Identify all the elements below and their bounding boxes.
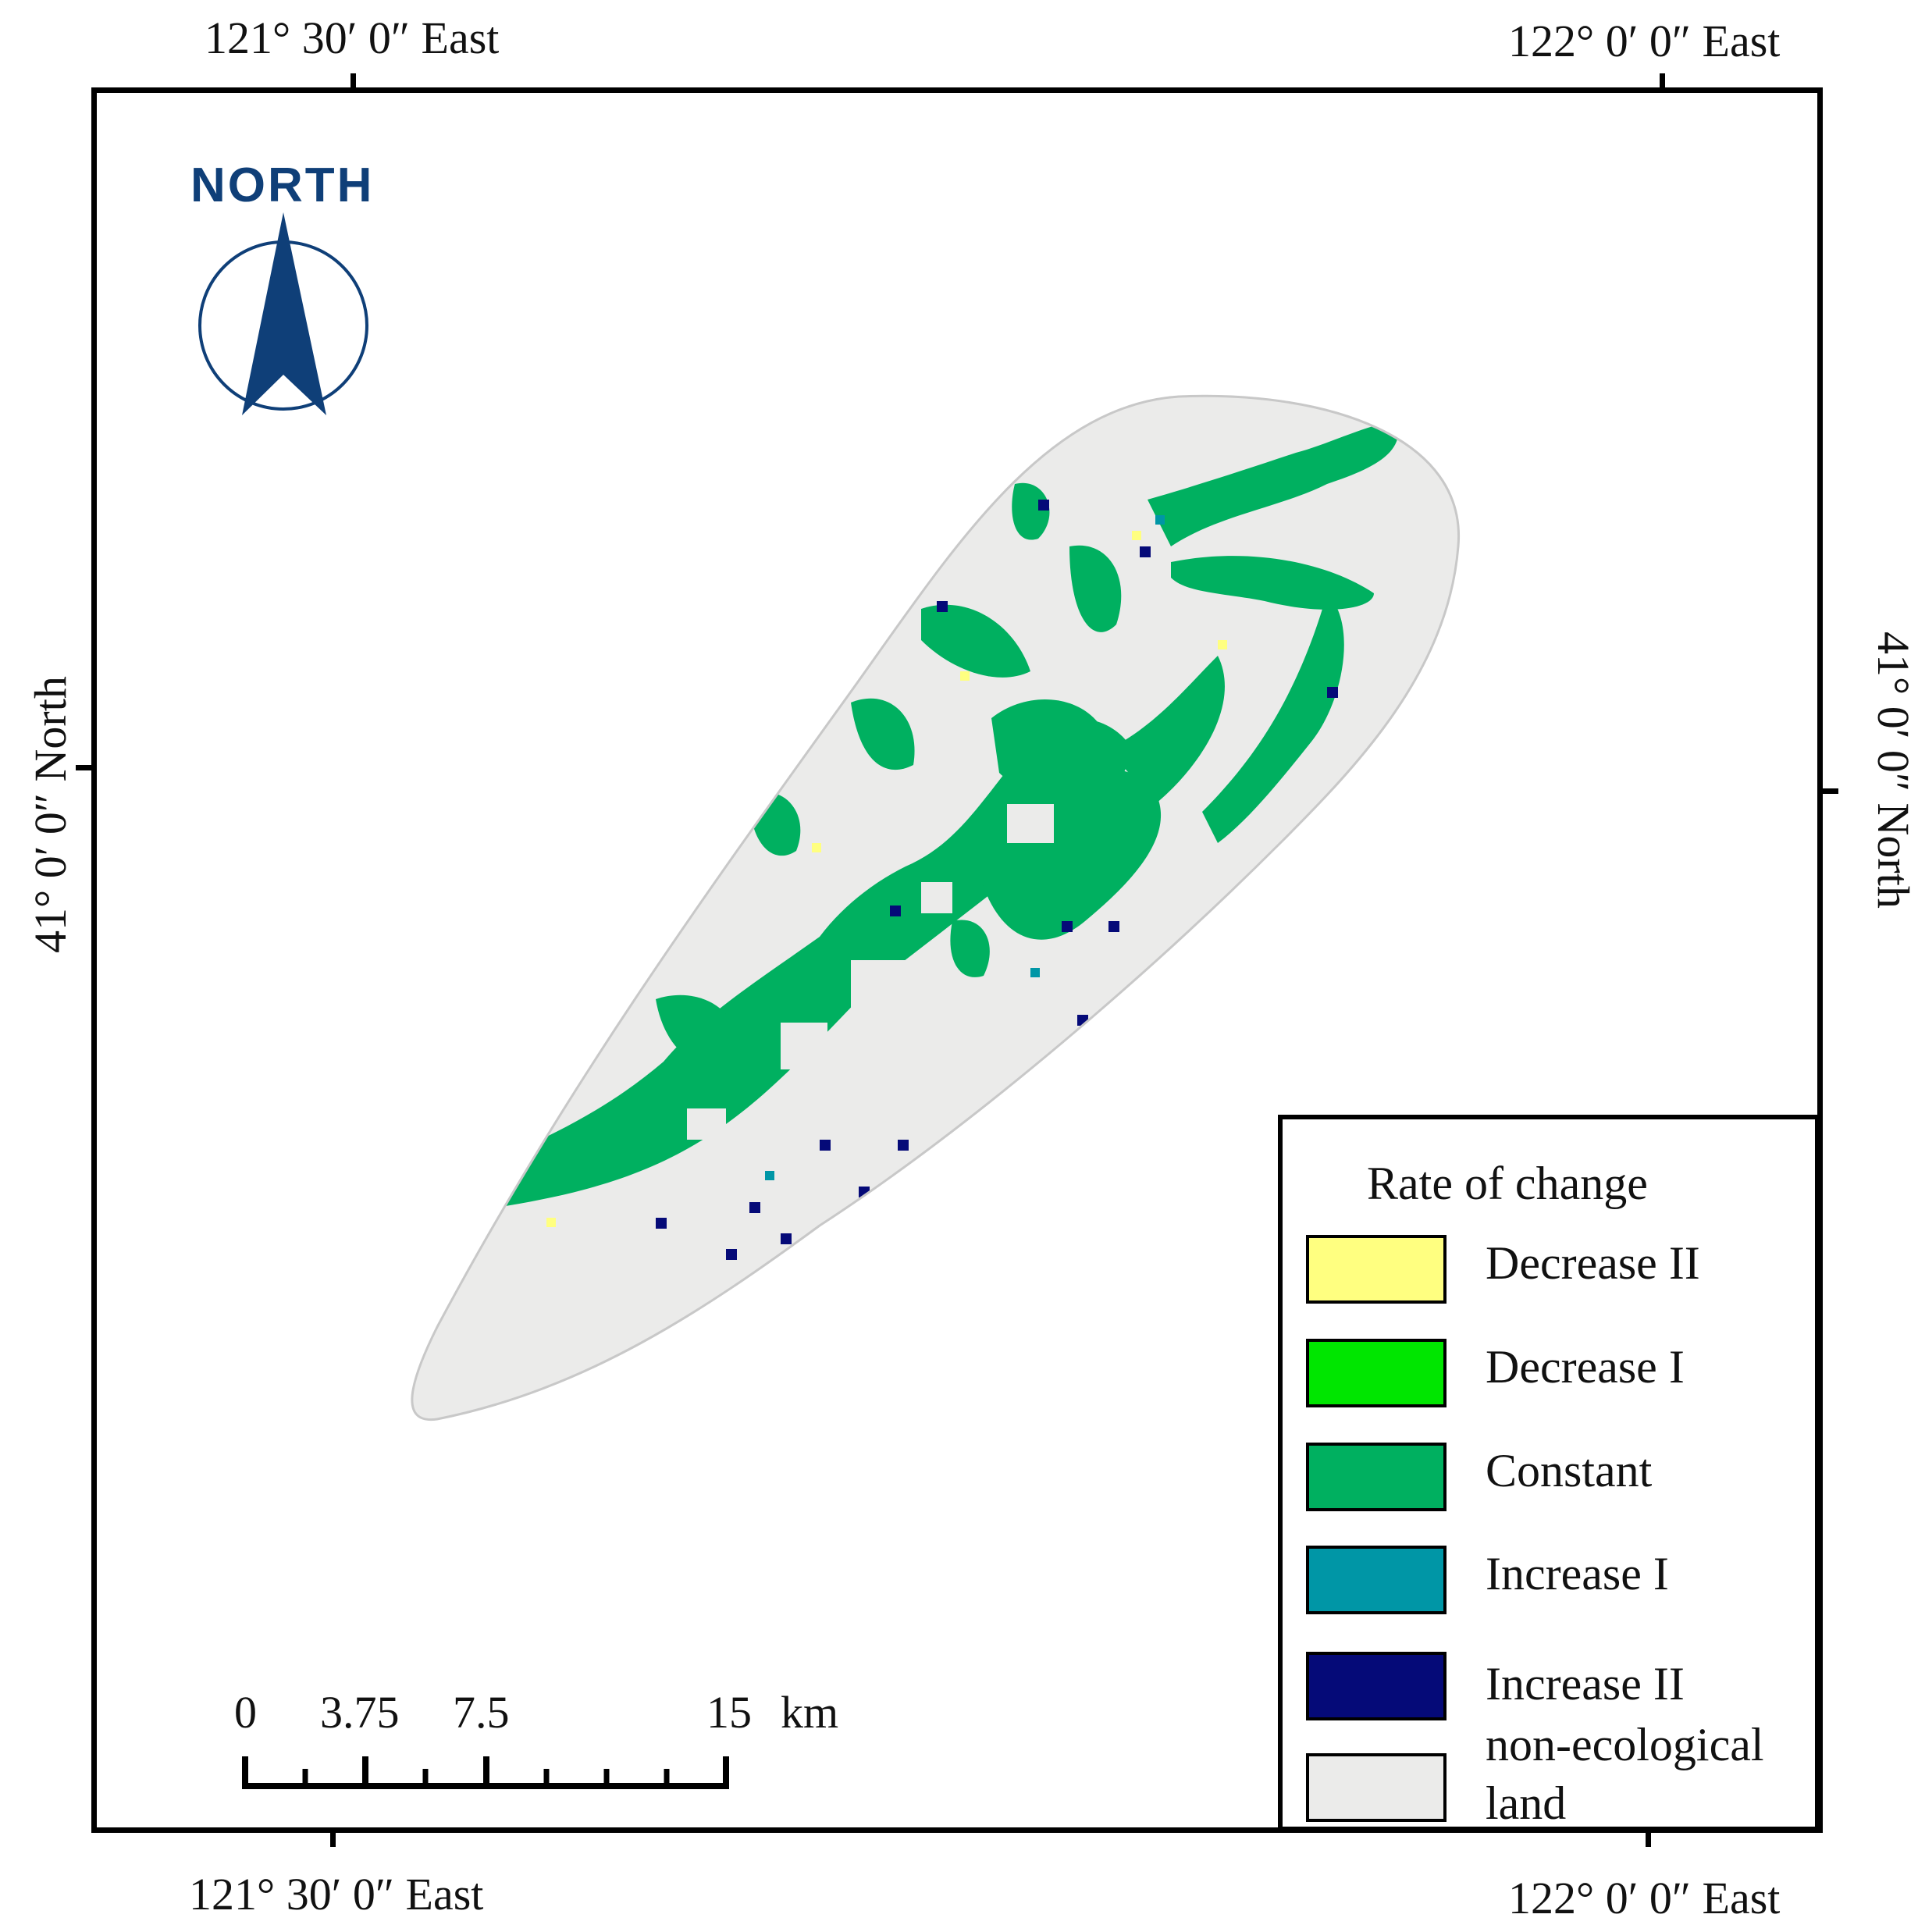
- coord-bottom-right: 122° 0′ 0″ East: [1508, 1873, 1781, 1923]
- legend-label-constant: Constant: [1486, 1445, 1653, 1496]
- scale-label: 3.75: [320, 1687, 400, 1738]
- map-frame: [91, 87, 1823, 1833]
- scale-bar: [242, 1756, 729, 1789]
- graticule-tick: [76, 765, 94, 770]
- coord-top-right: 122° 0′ 0″ East: [1508, 16, 1781, 66]
- legend-title: Rate of change: [1367, 1158, 1648, 1209]
- legend-label-decrease-ii: Decrease II: [1486, 1237, 1700, 1289]
- increase-i-cells: [765, 515, 1165, 1180]
- legend-label-increase-i: Increase I: [1486, 1548, 1669, 1599]
- region-outline: [411, 394, 1460, 1421]
- legend-swatch-decrease-i: [1306, 1339, 1447, 1407]
- non-ecological-patch: [523, 804, 1054, 1304]
- legend-label-non-ecological: non-ecological land: [1486, 1719, 1764, 1829]
- scale-unit: km: [781, 1687, 839, 1738]
- legend-swatch-increase-ii: [1306, 1652, 1447, 1720]
- graticule-tick: [1660, 73, 1665, 92]
- legend-label-decrease-i: Decrease I: [1486, 1341, 1685, 1393]
- north-label: NORTH: [190, 158, 375, 212]
- legend-swatch-decrease-ii: [1306, 1235, 1447, 1304]
- graticule-tick: [1820, 788, 1838, 794]
- legend-swatch-constant: [1306, 1443, 1447, 1511]
- graticule-tick: [330, 1828, 336, 1847]
- scale-label: 15: [706, 1687, 752, 1738]
- scale-label: 0: [234, 1687, 257, 1738]
- coord-top-left: 121° 30′ 0″ East: [205, 12, 500, 63]
- scale-label: 7.5: [453, 1687, 510, 1738]
- legend-label-increase-ii: Increase II: [1486, 1658, 1685, 1710]
- north-arrow-icon: [198, 212, 368, 415]
- legend-swatch-increase-i: [1306, 1546, 1447, 1614]
- constant-area: [422, 422, 1399, 1218]
- graticule-tick: [1646, 1828, 1651, 1847]
- graticule-tick: [351, 73, 356, 92]
- coord-bottom-left: 121° 30′ 0″ East: [189, 1869, 484, 1920]
- legend-swatch-non-ecological: [1306, 1753, 1447, 1822]
- legend: Rate of change Decrease II Decrease I Co…: [1278, 1115, 1820, 1831]
